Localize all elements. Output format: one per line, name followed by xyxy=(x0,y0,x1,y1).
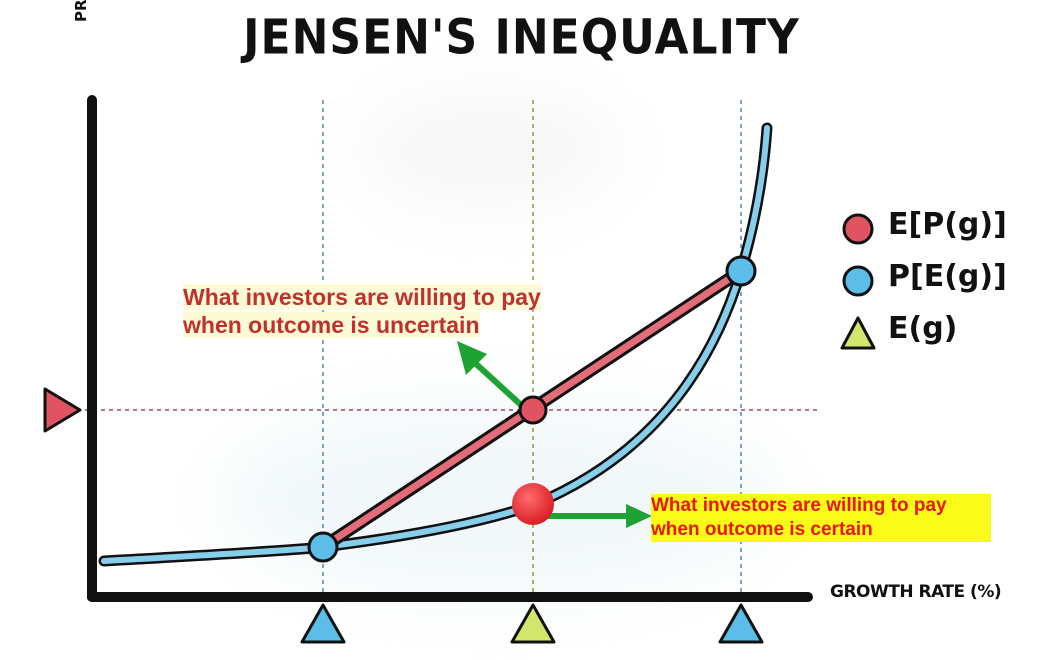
y-axis-label: PRICE xyxy=(72,0,92,22)
yellow-triangle-icon xyxy=(840,316,876,350)
legend-label-expected-price: E[P(g)] xyxy=(888,207,1007,242)
annotation-certain: What investors are willing to pay when o… xyxy=(651,494,991,542)
arrow-uncertain-head xyxy=(457,341,487,375)
annotation-uncertain-line-1: What investors are willing to pay xyxy=(183,284,541,310)
annotation-certain-line-1: What investors are willing to pay xyxy=(651,495,947,516)
point-curve-high xyxy=(725,255,757,287)
annotation-certain-line-2: when outcome is certain xyxy=(651,519,873,540)
red-circle-icon xyxy=(842,213,874,245)
point-price-of-expected xyxy=(512,483,554,525)
x-marker-high xyxy=(718,603,764,644)
arrow-uncertain-shaft xyxy=(471,359,524,408)
x-marker-mid xyxy=(510,603,556,644)
point-curve-low xyxy=(307,531,339,563)
legend-label-expected-growth: E(g) xyxy=(888,311,958,346)
arrow-certain-head xyxy=(626,504,652,528)
chart-title: JENSEN'S INEQUALITY xyxy=(243,9,800,66)
annotation-uncertain: What investors are willing to pay when o… xyxy=(183,283,623,339)
point-expected-price xyxy=(518,395,548,425)
blue-circle-icon xyxy=(842,265,874,297)
x-axis-label: GROWTH RATE (%) xyxy=(830,582,1002,602)
annotation-uncertain-line-2: when outcome is uncertain xyxy=(183,312,480,338)
legend-label-price-of-expected: P[E(g)] xyxy=(888,259,1007,294)
x-marker-low xyxy=(300,603,346,644)
y-axis-marker xyxy=(43,387,82,433)
